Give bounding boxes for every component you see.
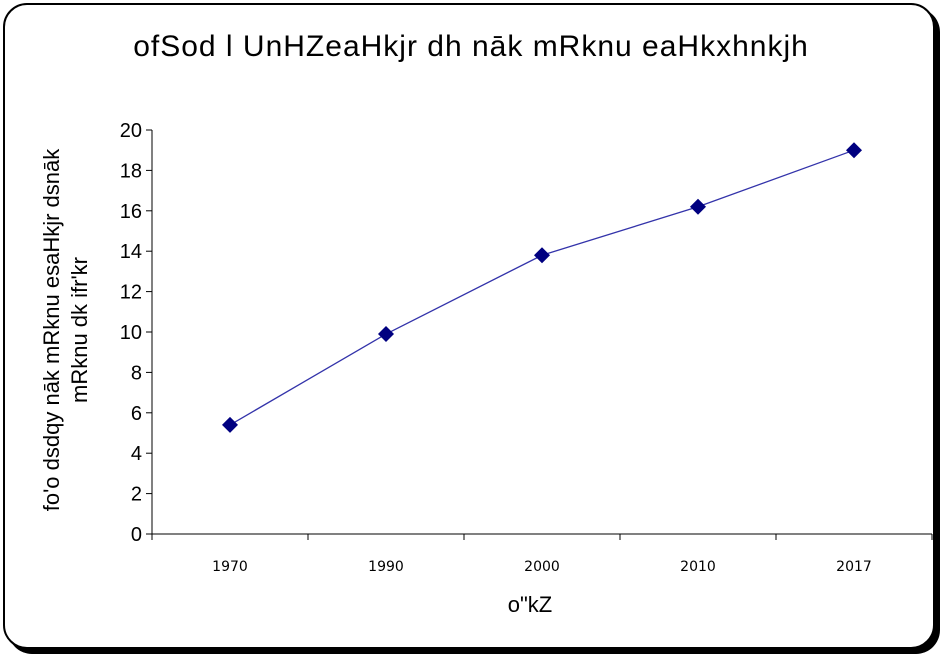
y-tick-label: 20: [120, 120, 142, 142]
x-axis-label: o"kZ: [507, 592, 553, 617]
y-tick-label: 10: [120, 322, 142, 344]
x-tick-label: 2000: [524, 559, 560, 575]
y-tick-label: 16: [120, 201, 142, 223]
data-point-marker: [534, 247, 550, 264]
chart-frame: [3, 3, 935, 649]
y-tick-label: 12: [120, 282, 142, 304]
y-tick-label: 4: [131, 443, 142, 465]
y-tick-label: 18: [120, 160, 142, 182]
x-tick-label: 1970: [212, 559, 248, 575]
y-tick-label: 8: [131, 362, 142, 384]
data-point-marker: [846, 142, 862, 159]
data-point-marker: [378, 326, 394, 343]
x-tick-label: 2017: [836, 559, 872, 575]
x-tick-label: 1990: [368, 559, 404, 575]
y-tick-label: 0: [131, 524, 142, 546]
data-point-marker: [222, 416, 238, 433]
y-tick-label: 2: [131, 484, 142, 506]
data-point-marker: [690, 198, 706, 215]
y-tick-label: 6: [131, 403, 142, 425]
y-tick-label: 14: [120, 241, 142, 263]
x-tick-label: 2010: [680, 559, 716, 575]
chart-title: ofSod l UnHZeaHkjr dh nāk mRknu eaHkxhnk…: [133, 30, 809, 63]
series-line: [229, 149, 855, 426]
